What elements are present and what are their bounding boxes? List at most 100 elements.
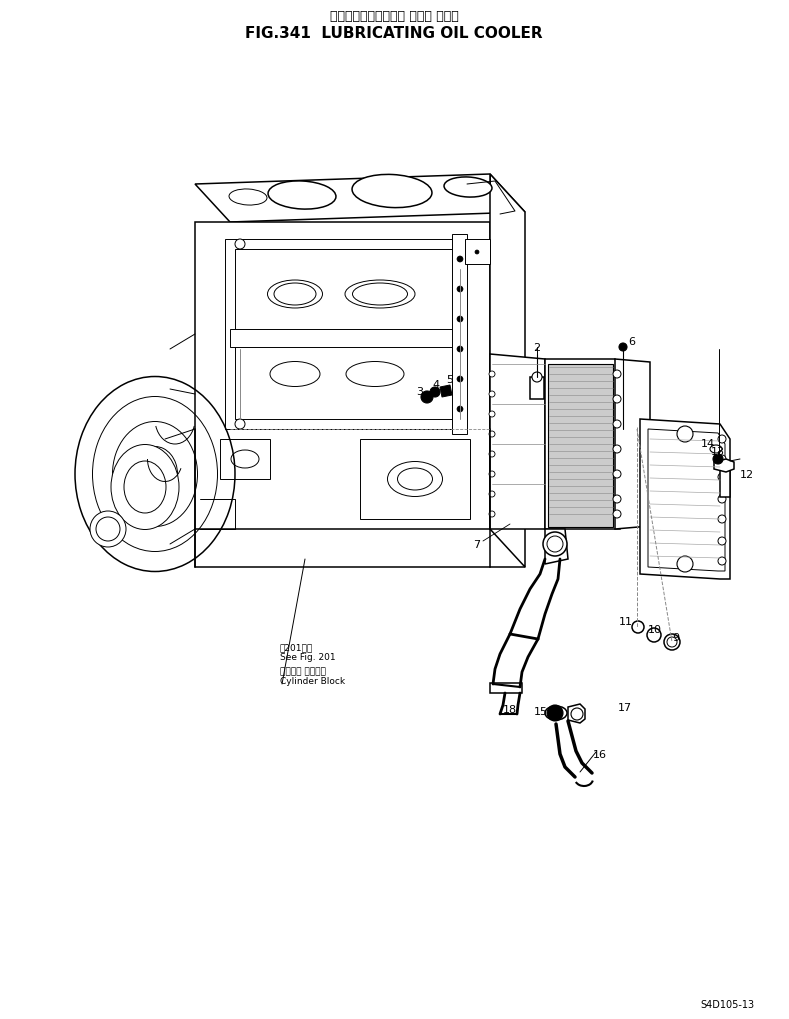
Bar [220, 439, 270, 480]
Text: 2: 2 [533, 342, 540, 353]
Circle shape [613, 445, 621, 453]
Bar [490, 684, 522, 693]
Circle shape [489, 512, 495, 518]
Text: 17: 17 [618, 702, 632, 712]
Polygon shape [490, 365, 535, 410]
Text: 7: 7 [473, 539, 481, 549]
Polygon shape [545, 360, 620, 530]
Circle shape [457, 407, 463, 413]
Polygon shape [235, 250, 455, 420]
Text: 14: 14 [701, 438, 715, 448]
Ellipse shape [268, 181, 336, 210]
Circle shape [571, 708, 583, 720]
Text: 13: 13 [711, 446, 725, 457]
Text: ルーブリケーティング オイル クーラ: ルーブリケーティング オイル クーラ [330, 9, 458, 22]
Ellipse shape [270, 362, 320, 387]
Ellipse shape [398, 469, 432, 490]
Text: 6: 6 [628, 336, 635, 346]
Circle shape [718, 495, 726, 503]
Circle shape [632, 622, 644, 634]
Ellipse shape [229, 190, 267, 206]
Circle shape [90, 512, 126, 547]
Circle shape [718, 537, 726, 545]
Circle shape [489, 451, 495, 458]
Circle shape [677, 427, 693, 442]
Bar [548, 365, 613, 528]
Ellipse shape [267, 280, 323, 309]
Ellipse shape [111, 445, 179, 530]
Polygon shape [568, 704, 585, 723]
Ellipse shape [345, 280, 415, 309]
Circle shape [532, 373, 542, 382]
Circle shape [489, 491, 495, 497]
Text: 18: 18 [503, 704, 517, 714]
Circle shape [718, 474, 726, 482]
Text: 11: 11 [619, 616, 633, 627]
Circle shape [235, 239, 245, 250]
Circle shape [457, 257, 463, 263]
Bar [230, 330, 460, 347]
Circle shape [718, 516, 726, 524]
Polygon shape [195, 175, 525, 223]
Polygon shape [615, 360, 650, 530]
Circle shape [613, 511, 621, 519]
Circle shape [489, 372, 495, 378]
Bar [530, 378, 544, 399]
Circle shape [613, 471, 621, 479]
Ellipse shape [710, 445, 722, 453]
Circle shape [718, 455, 726, 464]
Circle shape [489, 472, 495, 478]
Ellipse shape [346, 362, 404, 387]
Polygon shape [714, 460, 734, 473]
Bar [452, 234, 467, 434]
Bar [465, 239, 490, 265]
Ellipse shape [352, 175, 432, 209]
Polygon shape [440, 385, 452, 397]
Ellipse shape [387, 462, 443, 497]
Polygon shape [490, 355, 545, 530]
Text: 9: 9 [672, 633, 679, 642]
Circle shape [613, 421, 621, 429]
Text: 3: 3 [417, 386, 424, 396]
Circle shape [457, 346, 463, 353]
Circle shape [455, 420, 465, 430]
Circle shape [430, 387, 440, 397]
Ellipse shape [231, 450, 259, 469]
Ellipse shape [353, 283, 407, 306]
Bar [360, 439, 470, 520]
Polygon shape [545, 530, 568, 565]
Circle shape [421, 391, 433, 404]
Circle shape [96, 518, 120, 541]
Circle shape [718, 435, 726, 443]
Circle shape [664, 635, 680, 650]
Ellipse shape [124, 462, 166, 514]
Text: 15: 15 [534, 706, 548, 716]
Text: 12: 12 [740, 470, 754, 480]
Text: Cylinder Block: Cylinder Block [280, 677, 345, 686]
Ellipse shape [274, 283, 316, 306]
Polygon shape [225, 239, 465, 430]
Circle shape [613, 395, 621, 404]
Circle shape [613, 495, 621, 503]
Text: See Fig. 201: See Fig. 201 [280, 653, 335, 662]
Polygon shape [720, 465, 730, 497]
Circle shape [713, 454, 723, 465]
Circle shape [547, 536, 563, 552]
Text: 4: 4 [432, 380, 439, 389]
Circle shape [647, 629, 661, 642]
Polygon shape [490, 410, 535, 449]
Text: 5: 5 [447, 375, 454, 384]
Circle shape [619, 343, 627, 352]
Circle shape [489, 412, 495, 418]
Text: S4D105-13: S4D105-13 [701, 999, 755, 1009]
Polygon shape [648, 430, 725, 572]
Circle shape [718, 557, 726, 566]
Text: シリンダ ブロック: シリンダ ブロック [280, 666, 326, 676]
Text: 図201参照: 図201参照 [280, 643, 313, 652]
Circle shape [543, 533, 567, 556]
Text: FIG.341  LUBRICATING OIL COOLER: FIG.341 LUBRICATING OIL COOLER [245, 25, 543, 41]
Circle shape [489, 391, 495, 397]
Circle shape [457, 286, 463, 292]
Circle shape [677, 556, 693, 573]
Circle shape [547, 705, 563, 721]
